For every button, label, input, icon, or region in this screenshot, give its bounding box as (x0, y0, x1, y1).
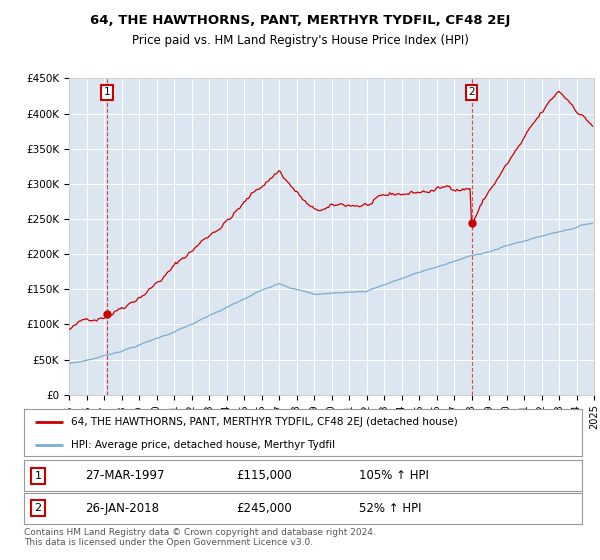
Text: Price paid vs. HM Land Registry's House Price Index (HPI): Price paid vs. HM Land Registry's House … (131, 34, 469, 46)
Text: 1: 1 (34, 471, 41, 480)
Text: £115,000: £115,000 (236, 469, 292, 482)
Text: 1: 1 (104, 87, 110, 97)
Text: 105% ↑ HPI: 105% ↑ HPI (359, 469, 428, 482)
Text: £245,000: £245,000 (236, 502, 292, 515)
Text: 64, THE HAWTHORNS, PANT, MERTHYR TYDFIL, CF48 2EJ (detached house): 64, THE HAWTHORNS, PANT, MERTHYR TYDFIL,… (71, 417, 458, 427)
Text: 64, THE HAWTHORNS, PANT, MERTHYR TYDFIL, CF48 2EJ: 64, THE HAWTHORNS, PANT, MERTHYR TYDFIL,… (90, 14, 510, 27)
Text: 26-JAN-2018: 26-JAN-2018 (85, 502, 160, 515)
Text: HPI: Average price, detached house, Merthyr Tydfil: HPI: Average price, detached house, Mert… (71, 440, 335, 450)
Text: Contains HM Land Registry data © Crown copyright and database right 2024.
This d: Contains HM Land Registry data © Crown c… (24, 528, 376, 547)
Text: 2: 2 (468, 87, 475, 97)
Text: 27-MAR-1997: 27-MAR-1997 (85, 469, 165, 482)
Text: 2: 2 (34, 503, 41, 513)
Text: 52% ↑ HPI: 52% ↑ HPI (359, 502, 421, 515)
